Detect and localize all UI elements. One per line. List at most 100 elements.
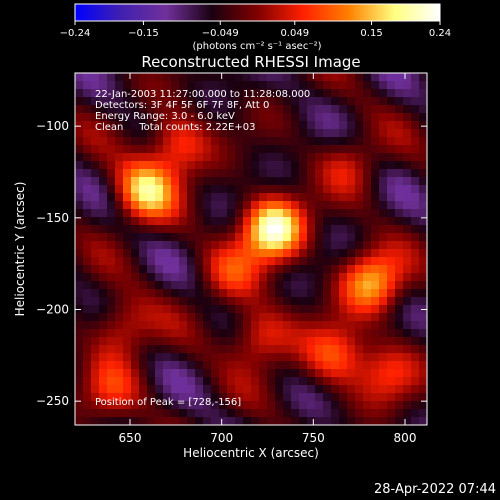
heatmap-cell bbox=[267, 345, 276, 354]
heatmap-cell bbox=[235, 321, 244, 330]
heatmap-cell bbox=[267, 177, 276, 186]
heatmap-cell bbox=[155, 89, 164, 98]
heatmap-cell bbox=[307, 153, 316, 162]
heatmap-cell bbox=[275, 289, 284, 298]
heatmap-cell bbox=[203, 129, 212, 138]
heatmap-cell bbox=[187, 337, 196, 346]
heatmap-cell bbox=[331, 137, 340, 146]
heatmap-cell bbox=[387, 145, 396, 154]
heatmap-cell bbox=[347, 217, 356, 226]
heatmap-cell bbox=[115, 361, 124, 370]
heatmap-cell bbox=[291, 409, 300, 418]
heatmap-cell bbox=[251, 153, 260, 162]
heatmap-cell bbox=[187, 121, 196, 130]
heatmap-cell bbox=[179, 385, 188, 394]
heatmap-cell bbox=[155, 241, 164, 250]
heatmap-cell bbox=[331, 129, 340, 138]
heatmap-cell bbox=[155, 201, 164, 210]
heatmap-cell bbox=[163, 401, 172, 410]
heatmap-cell bbox=[91, 401, 100, 410]
heatmap-cell bbox=[219, 81, 228, 90]
heatmap-cell bbox=[187, 393, 196, 402]
heatmap-cell bbox=[211, 89, 220, 98]
heatmap-cell bbox=[355, 345, 364, 354]
heatmap-cell bbox=[379, 369, 388, 378]
heatmap-cell bbox=[163, 105, 172, 114]
heatmap-cell bbox=[331, 329, 340, 338]
colorbar-tick-label: −0.049 bbox=[202, 28, 239, 39]
heatmap-cell bbox=[163, 137, 172, 146]
heatmap-cell bbox=[299, 201, 308, 210]
heatmap-cell bbox=[163, 81, 172, 90]
heatmap-cell bbox=[251, 145, 260, 154]
heatmap-cell bbox=[371, 137, 380, 146]
heatmap-cell bbox=[139, 409, 148, 418]
heatmap-cell bbox=[411, 417, 420, 425]
heatmap-cell bbox=[83, 225, 92, 234]
heatmap-cell bbox=[147, 385, 156, 394]
heatmap-cell bbox=[235, 161, 244, 170]
heatmap-cell bbox=[179, 81, 188, 90]
heatmap-cell bbox=[251, 377, 260, 386]
heatmap-cell bbox=[219, 121, 228, 130]
heatmap-cell bbox=[203, 113, 212, 122]
heatmap-cell bbox=[331, 361, 340, 370]
heatmap-cell bbox=[139, 121, 148, 130]
heatmap-cell bbox=[299, 81, 308, 90]
heatmap-cell bbox=[419, 137, 427, 146]
heatmap-cell bbox=[267, 225, 276, 234]
heatmap-cell bbox=[363, 113, 372, 122]
heatmap-cell bbox=[307, 393, 316, 402]
heatmap-cell bbox=[395, 369, 404, 378]
heatmap-cell bbox=[419, 97, 427, 106]
heatmap-cell bbox=[243, 401, 252, 410]
heatmap-cell bbox=[267, 321, 276, 330]
heatmap-cell bbox=[163, 233, 172, 242]
heatmap-cell bbox=[155, 377, 164, 386]
heatmap-cell bbox=[219, 137, 228, 146]
heatmap-cell bbox=[339, 97, 348, 106]
heatmap-cell bbox=[195, 113, 204, 122]
heatmap-cell bbox=[347, 193, 356, 202]
heatmap-cell bbox=[235, 73, 244, 82]
heatmap-cell bbox=[155, 273, 164, 282]
heatmap-cell bbox=[99, 345, 108, 354]
heatmap-cell bbox=[75, 337, 84, 346]
heatmap-cell bbox=[411, 113, 420, 122]
heatmap-cell bbox=[419, 105, 427, 114]
heatmap-cell bbox=[83, 273, 92, 282]
heatmap-cell bbox=[131, 289, 140, 298]
heatmap-cell bbox=[387, 193, 396, 202]
heatmap-cell bbox=[419, 249, 427, 258]
heatmap-cell bbox=[227, 393, 236, 402]
heatmap-cell bbox=[259, 193, 268, 202]
heatmap-cell bbox=[203, 145, 212, 154]
heatmap-cell bbox=[347, 281, 356, 290]
heatmap-cell bbox=[291, 169, 300, 178]
heatmap-cell bbox=[291, 273, 300, 282]
heatmap-cell bbox=[339, 361, 348, 370]
heatmap-cell bbox=[243, 273, 252, 282]
heatmap-cell bbox=[275, 337, 284, 346]
heatmap-cell bbox=[243, 169, 252, 178]
heatmap-cell bbox=[179, 417, 188, 425]
heatmap-cell bbox=[123, 257, 132, 266]
heatmap-cell bbox=[283, 369, 292, 378]
heatmap-cell bbox=[275, 241, 284, 250]
heatmap-cell bbox=[315, 81, 324, 90]
heatmap-cell bbox=[339, 113, 348, 122]
heatmap-cell bbox=[179, 97, 188, 106]
heatmap-cell bbox=[147, 393, 156, 402]
heatmap-cell bbox=[243, 185, 252, 194]
heatmap-cell bbox=[419, 313, 427, 322]
heatmap-cell bbox=[243, 313, 252, 322]
heatmap-cell bbox=[299, 281, 308, 290]
heatmap-cell bbox=[243, 337, 252, 346]
heatmap-cell bbox=[227, 321, 236, 330]
heatmap-cell bbox=[179, 89, 188, 98]
heatmap-cell bbox=[195, 185, 204, 194]
heatmap-cell bbox=[411, 257, 420, 266]
heatmap-cell bbox=[75, 377, 84, 386]
heatmap-cell bbox=[243, 233, 252, 242]
heatmap-cell bbox=[219, 337, 228, 346]
